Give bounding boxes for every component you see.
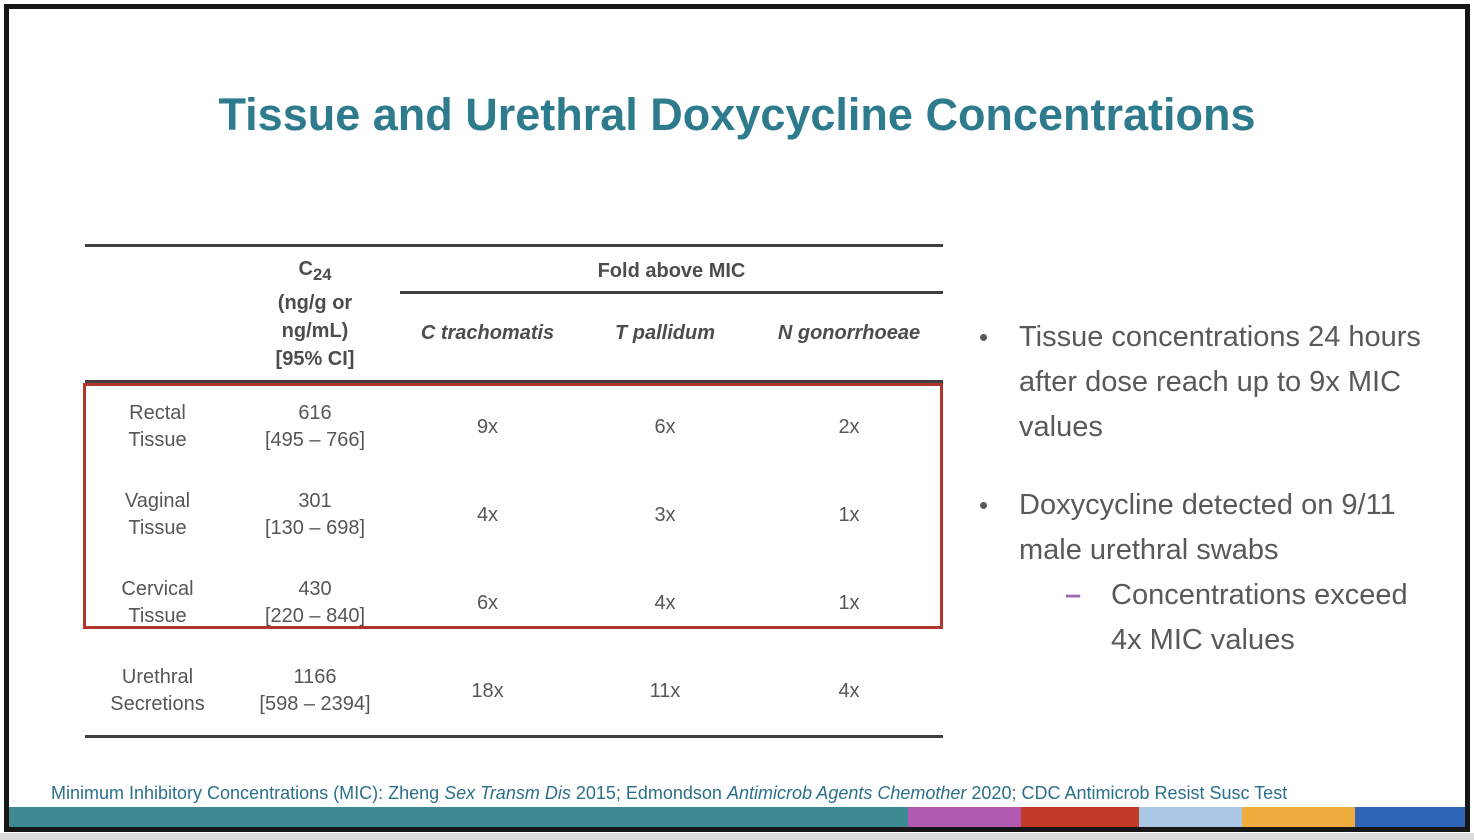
bullet-dot-icon: • — [979, 490, 989, 520]
fold-ct: 4x — [476, 503, 499, 526]
slide-frame: Tissue and Urethral Doxycycline Concentr… — [4, 4, 1470, 832]
table-body: Rectal Tissue 616 [495 – 766] 9x 6x 2x Vag… — [85, 383, 943, 735]
highlight-box — [83, 383, 943, 629]
fold-header-rule — [400, 291, 943, 294]
footer-bar-segment-purple — [908, 807, 1021, 827]
row-label: Rectal Tissue — [128, 402, 187, 451]
row-label: Urethral Secretions — [110, 666, 205, 715]
column-header-t-pallidum: T pallidum — [615, 322, 715, 344]
organism-header-row: C trachomatis T pallidum N gonorrhoeae — [400, 322, 943, 345]
slide-canvas: Tissue and Urethral Doxycycline Concentr… — [9, 9, 1465, 827]
bullet-dot-icon: • — [979, 322, 989, 352]
fold-ng: 1x — [838, 591, 860, 614]
footer-bar-segment-orange — [1242, 807, 1355, 827]
fold-above-mic-header: Fold above MIC — [597, 260, 746, 282]
row-label: Cervical Tissue — [121, 578, 194, 627]
table-top-rule — [85, 244, 943, 247]
fold-ct: 18x — [471, 679, 504, 702]
column-header-n-gonorrhoeae: N gonorrhoeae — [777, 322, 921, 344]
c24-units-line2: ng/mL) — [281, 320, 349, 342]
c24-symbol: C24 — [298, 258, 332, 284]
fold-ng: 2x — [838, 415, 860, 438]
c24-value: 1166 [598 – 2394] — [259, 666, 371, 715]
c24-value: 430 [220 – 840] — [264, 578, 366, 627]
column-header-c24: C24 (ng/g or ng/mL) [95% CI] — [230, 247, 400, 380]
citation-footer: Minimum Inhibitory Concentrations (MIC):… — [51, 783, 1287, 804]
bullet-doxycycline-detected: • Doxycycline detected on 9/11 male uret… — [973, 483, 1433, 663]
screen-edge-gutter — [0, 833, 1474, 840]
fold-tp: 11x — [649, 679, 681, 702]
sub-bullet-dash-icon: – — [1065, 579, 1082, 611]
fold-ct: 6x — [476, 591, 499, 614]
sub-bullet-concentrations: – Concentrations exceed 4x MIC values — [1059, 573, 1421, 663]
key-points: • Tissue concentrations 24 hours after d… — [973, 315, 1433, 663]
table-row-cervical-tissue: Cervical Tissue 430 [220 – 840] 6x 4x 1x — [85, 559, 943, 647]
footer-bar-segment-blue — [1355, 807, 1465, 827]
sub-bullet-text: Concentrations exceed 4x MIC values — [1111, 579, 1408, 656]
bullet-text: Tissue concentrations 24 hours after dos… — [1019, 321, 1421, 443]
fold-tp: 6x — [654, 415, 676, 438]
fold-tp: 4x — [654, 591, 676, 614]
c24-ci-label: [95% CI] — [275, 348, 355, 370]
c24-value: 301 [130 – 698] — [264, 490, 366, 539]
c24-units-line1: (ng/g or — [277, 292, 353, 314]
row-label: Vaginal Tissue — [124, 490, 191, 539]
fold-above-mic-group: Fold above MIC C trachomatis T pallidum … — [400, 247, 943, 380]
table-row-rectal-tissue: Rectal Tissue 616 [495 – 766] 9x 6x 2x — [85, 383, 943, 471]
footer-bar-segment-red — [1021, 807, 1139, 827]
header-spacer — [85, 247, 230, 380]
bullet-text: Doxycycline detected on 9/11 male urethr… — [1019, 489, 1396, 566]
fold-ng: 1x — [838, 503, 860, 526]
bullet-tissue-concentrations: • Tissue concentrations 24 hours after d… — [973, 315, 1433, 450]
concentration-table: C24 (ng/g or ng/mL) [95% CI] Fold above … — [83, 244, 943, 738]
table-row-urethral-secretions: Urethral Secretions 1166 [598 – 2394] 18x … — [85, 647, 943, 735]
table-header-rule — [85, 380, 943, 383]
fold-ng: 4x — [838, 679, 860, 702]
citation-part: Minimum Inhibitory Concentrations (MIC):… — [51, 783, 445, 803]
column-header-c-trachomatis: C trachomatis — [420, 322, 555, 344]
table-bottom-rule — [85, 735, 943, 738]
slide-title: Tissue and Urethral Doxycycline Concentr… — [218, 89, 1256, 140]
citation-part: 2015; Edmondson — [570, 783, 727, 803]
c24-value: 616 [495 – 766] — [264, 402, 366, 451]
footer-bar-segment-light-blue — [1139, 807, 1242, 827]
footer-bar-segment-teal — [9, 807, 908, 827]
fold-ct: 9x — [476, 415, 499, 438]
citation-journal: Antimicrob Agents Chemother — [726, 783, 967, 803]
table-header: C24 (ng/g or ng/mL) [95% CI] Fold above … — [85, 247, 943, 380]
table-row-vaginal-tissue: Vaginal Tissue 301 [130 – 698] 4x 3x 1x — [85, 471, 943, 559]
citation-journal: Sex Transm Dis — [444, 783, 571, 803]
fold-tp: 3x — [654, 503, 676, 526]
footer-color-bar — [9, 807, 1465, 827]
bullet-text-wrap: Doxycycline detected on 9/11 male urethr… — [1019, 483, 1421, 663]
citation-part: 2020; CDC Antimicrob Resist Susc Test — [966, 783, 1288, 803]
